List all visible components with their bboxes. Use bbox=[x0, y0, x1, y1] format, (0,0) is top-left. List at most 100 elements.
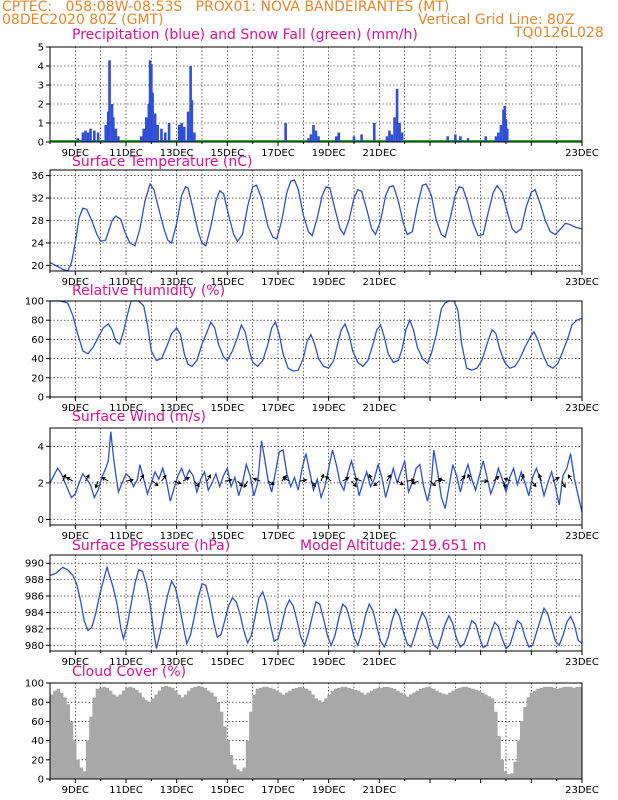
pres-xtick-label: 17DEC bbox=[261, 657, 295, 668]
precip-bar bbox=[186, 111, 190, 142]
wind-arrow-shaft bbox=[561, 480, 566, 488]
precip-bar bbox=[334, 136, 338, 142]
precip-bar bbox=[89, 128, 92, 142]
wind-arrow bbox=[567, 474, 573, 482]
wind-frame bbox=[49, 427, 583, 526]
precip-bar bbox=[372, 123, 376, 142]
cloud-bar bbox=[105, 687, 110, 779]
wind-arrow-head bbox=[495, 475, 500, 481]
wind-arrow-head bbox=[555, 477, 560, 481]
cloud-bar bbox=[118, 694, 123, 779]
cloud-bar bbox=[356, 690, 361, 779]
wind-arrow bbox=[354, 477, 362, 482]
wind-arrow-shaft bbox=[237, 480, 243, 487]
cloud-bar bbox=[533, 690, 537, 779]
precip-ytick-label: 2 bbox=[38, 100, 44, 111]
cloud-bar bbox=[66, 704, 70, 779]
precip-bar bbox=[499, 124, 503, 142]
pres-ytick-label: 988 bbox=[25, 575, 44, 586]
cloud-bar bbox=[275, 690, 279, 779]
cloud-bar bbox=[222, 726, 227, 779]
cloud-bar bbox=[128, 686, 132, 779]
cloud-bar bbox=[298, 686, 302, 779]
cloud-bar bbox=[200, 686, 204, 779]
cloud-bar bbox=[523, 707, 527, 779]
wind-arrow bbox=[62, 473, 67, 482]
cloud-bar bbox=[376, 687, 381, 779]
cloud-bar bbox=[451, 690, 456, 779]
wind-arrow-shaft bbox=[139, 474, 144, 482]
wind-arrow-head bbox=[94, 484, 99, 489]
temp-ytick-label: 20 bbox=[31, 261, 44, 272]
cloud-bar bbox=[405, 696, 410, 779]
cloud-bar bbox=[542, 686, 547, 779]
cloud-bar bbox=[72, 740, 77, 779]
wind-arrow-shaft bbox=[407, 479, 415, 482]
temp-ytick-label: 36 bbox=[31, 171, 44, 182]
precip-bar bbox=[466, 138, 470, 142]
wind-arrow-head bbox=[140, 474, 144, 479]
cloud-bar bbox=[333, 688, 338, 779]
rh-ytick-label: 40 bbox=[31, 354, 44, 365]
cloud-bar bbox=[258, 687, 263, 779]
wind-arrow-head bbox=[311, 482, 317, 488]
cloud-bar bbox=[249, 711, 253, 779]
wind-series-line bbox=[49, 431, 583, 513]
cloud-bar bbox=[477, 690, 482, 779]
cloud-bar bbox=[317, 700, 322, 779]
wind-title: Surface Wind (m/s) bbox=[72, 409, 206, 425]
cloud-bar bbox=[497, 735, 501, 779]
cloud-bar bbox=[552, 687, 557, 779]
rh-title: Relative Humidity (%) bbox=[72, 283, 226, 299]
precip-bar bbox=[395, 88, 399, 142]
wind-xtick-label: 15DEC bbox=[210, 531, 244, 542]
precip-bar bbox=[144, 117, 148, 142]
cloud-bar bbox=[108, 690, 113, 779]
wind-arrow-shaft bbox=[429, 480, 436, 486]
temp-xtick-label: 17DEC bbox=[261, 277, 295, 288]
cloud-bar bbox=[503, 771, 508, 779]
precip-bar bbox=[190, 100, 194, 142]
cloud-bar bbox=[294, 687, 299, 779]
rh-xtick-label: 15DEC bbox=[210, 403, 244, 414]
wind-arrow bbox=[503, 477, 512, 482]
station-header: CPTEC: 058:08W-08:53S PROX01: NOVA BANDE… bbox=[2, 0, 450, 15]
pres-xtick-label: 19DEC bbox=[312, 657, 346, 668]
cloud-bar bbox=[216, 702, 221, 779]
wind-arrow-head bbox=[520, 473, 525, 479]
precip-bar bbox=[139, 136, 143, 142]
wind-arrow bbox=[194, 480, 200, 488]
cloud-bar bbox=[539, 687, 544, 779]
cloud-bar bbox=[255, 688, 260, 779]
cloud-bar bbox=[196, 685, 201, 779]
precip-xtick-label: 21DEC bbox=[362, 148, 396, 159]
cloud-panel bbox=[46, 682, 583, 783]
cloud-bar bbox=[471, 688, 475, 779]
cloud-bar bbox=[572, 687, 576, 779]
cloud-bar bbox=[399, 692, 403, 779]
rh-xtick-label: 19DEC bbox=[312, 403, 346, 414]
cloud-ytick-label: 0 bbox=[38, 775, 44, 786]
wind-arrow-shaft bbox=[206, 474, 211, 482]
precip-bar bbox=[167, 123, 171, 142]
wind-arrow bbox=[65, 477, 74, 482]
precip-xtick-label: 11DEC bbox=[109, 148, 143, 159]
cloud-bar bbox=[157, 690, 162, 779]
wind-arrow-shaft bbox=[62, 474, 67, 482]
cloud-bar bbox=[510, 773, 514, 779]
cloud-bar bbox=[219, 711, 224, 779]
cloud-bar bbox=[304, 688, 309, 779]
cloud-bar bbox=[461, 686, 465, 779]
wind-arrow-shaft bbox=[101, 477, 109, 482]
precip-bar bbox=[317, 136, 320, 142]
cloud-bar bbox=[85, 740, 90, 779]
wind-arrow bbox=[538, 473, 543, 482]
cloud-bar bbox=[369, 690, 374, 779]
pres-xtick-label: 15DEC bbox=[210, 657, 244, 668]
wind-arrow-shaft bbox=[310, 480, 316, 487]
cloud-bar bbox=[324, 698, 328, 779]
rh-xtick-label: 9DEC bbox=[62, 403, 89, 414]
cloud-bar bbox=[422, 687, 426, 779]
precip-bar bbox=[390, 134, 394, 142]
wind-ytick-label: 4 bbox=[38, 442, 44, 453]
